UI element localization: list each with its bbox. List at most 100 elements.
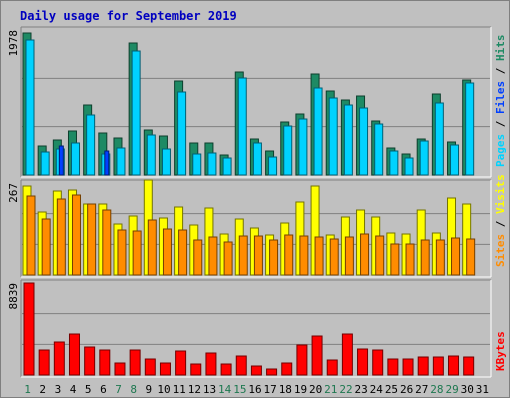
bar-kbytes-day-28 — [432, 356, 444, 376]
bar-kbytes-day-30 — [463, 356, 475, 376]
day-label-7: 7 — [115, 383, 122, 396]
day-label-19: 19 — [294, 383, 307, 396]
day-label-25: 25 — [385, 383, 398, 396]
scale-label-kbytes: 8839 — [7, 283, 20, 310]
bar-sites-day-10 — [162, 228, 172, 276]
day-label-28: 28 — [430, 383, 443, 396]
day-label-1: 1 — [24, 383, 31, 396]
bar-kbytes-day-5 — [84, 346, 96, 376]
day-label-18: 18 — [279, 383, 292, 396]
legend-visits-sites: Sites / Visits — [494, 174, 507, 267]
bar-sites-day-27 — [420, 239, 430, 276]
day-label-26: 26 — [400, 383, 413, 396]
bar-files-day-28 — [434, 102, 444, 176]
bar-files-day-10 — [161, 148, 171, 176]
day-label-13: 13 — [203, 383, 216, 396]
bar-sites-day-22 — [344, 236, 354, 276]
bar-sites-day-3 — [56, 198, 66, 276]
bar-files-day-1 — [25, 39, 35, 176]
day-label-30: 30 — [461, 383, 474, 396]
bar-kbytes-day-29 — [448, 355, 460, 376]
bar-sites-day-16 — [253, 235, 263, 276]
legend-item-sites: Sites — [494, 234, 507, 267]
day-label-5: 5 — [85, 383, 92, 396]
chart-title: Daily usage for September 2019 — [20, 9, 237, 23]
bar-sites-day-20 — [314, 236, 324, 276]
bar-sites-day-26 — [405, 243, 415, 276]
day-label-15: 15 — [233, 383, 246, 396]
panel-hits-files-pages: 1978 Pages / Files / Hits — [7, 26, 507, 178]
bar-kbytes-day-1 — [23, 282, 35, 376]
day-label-24: 24 — [370, 383, 384, 396]
day-label-9: 9 — [146, 383, 153, 396]
bar-files-day-27 — [419, 140, 429, 176]
day-label-3: 3 — [55, 383, 62, 396]
bar-sites-day-1 — [26, 195, 36, 276]
bar-sites-day-28 — [435, 239, 445, 276]
bar-files-day-24 — [374, 123, 384, 176]
bar-sites-day-13 — [208, 236, 218, 276]
bar-kbytes-day-25 — [387, 358, 399, 376]
legend-kbytes: KBytes — [494, 331, 507, 371]
chart-panels: 1978 Pages / Files / Hits 267 Sites / Visit… — [7, 26, 507, 378]
bar-files-day-17 — [268, 156, 278, 176]
bar-sites-day-11 — [178, 229, 188, 276]
bar-kbytes-day-26 — [402, 358, 414, 376]
panel-visits-sites: 267 Sites / Visits — [7, 174, 507, 278]
legend-item-kbytes: KBytes — [494, 331, 507, 371]
bar-kbytes-day-3 — [53, 341, 65, 376]
bar-kbytes-day-16 — [250, 365, 262, 376]
bar-kbytes-day-20 — [311, 335, 323, 376]
bar-kbytes-day-18 — [281, 362, 293, 376]
bar-files-day-4 — [70, 142, 80, 176]
legend-item-hits: Hits — [494, 35, 507, 62]
bar-files-day-22 — [343, 104, 353, 176]
legend-item-pages: Pages — [494, 134, 507, 167]
bar-sites-day-2 — [41, 218, 51, 276]
day-label-4: 4 — [70, 383, 77, 396]
legend-separator: / — [494, 114, 507, 134]
bar-kbytes-day-13 — [205, 352, 217, 376]
bar-sites-day-8 — [132, 230, 142, 276]
bar-kbytes-day-2 — [38, 349, 50, 376]
bar-kbytes-day-10 — [159, 362, 171, 376]
bar-pages-day-3 — [58, 145, 64, 176]
day-label-20: 20 — [309, 383, 322, 396]
bar-files-day-19 — [298, 118, 308, 176]
bar-files-day-20 — [313, 87, 323, 176]
bar-pages-day-6 — [104, 150, 110, 176]
bar-kbytes-day-19 — [296, 344, 308, 376]
day-label-14: 14 — [218, 383, 232, 396]
bar-sites-day-24 — [375, 235, 385, 276]
legend-separator: / — [494, 214, 507, 234]
scale-label-hits-files-pages: 1978 — [7, 30, 20, 57]
bar-files-day-2 — [40, 151, 50, 176]
bar-files-day-26 — [404, 157, 414, 176]
bar-kbytes-day-8 — [129, 349, 141, 376]
bar-kbytes-day-15 — [235, 355, 247, 376]
bar-files-day-21 — [328, 97, 338, 176]
day-label-2: 2 — [39, 383, 46, 396]
bar-kbytes-day-21 — [326, 359, 338, 376]
bar-kbytes-day-9 — [144, 358, 156, 376]
bar-files-day-16 — [252, 142, 262, 176]
bar-sites-day-25 — [390, 243, 400, 276]
bar-kbytes-day-12 — [190, 363, 202, 376]
day-label-8: 8 — [130, 383, 137, 396]
bar-files-day-23 — [359, 107, 369, 176]
bar-sites-day-15 — [238, 235, 248, 276]
bar-kbytes-day-23 — [357, 348, 369, 376]
bar-files-day-11 — [177, 91, 187, 176]
legend-item-files: Files — [494, 81, 507, 114]
bar-sites-day-5 — [87, 203, 97, 276]
bar-kbytes-day-22 — [341, 333, 353, 376]
day-label-29: 29 — [445, 383, 458, 396]
x-axis-day-labels: 1 2 3 4 5 6 7 8 9 10 11 12 13 14 15 16 17 18 19 20 21 22 23 24 2… — [24, 383, 489, 396]
bar-files-day-5 — [86, 114, 96, 176]
day-label-31: 31 — [476, 383, 489, 396]
bar-files-day-8 — [131, 50, 141, 176]
day-label-22: 22 — [339, 383, 352, 396]
day-label-17: 17 — [264, 383, 277, 396]
bar-kbytes-day-7 — [114, 362, 126, 376]
